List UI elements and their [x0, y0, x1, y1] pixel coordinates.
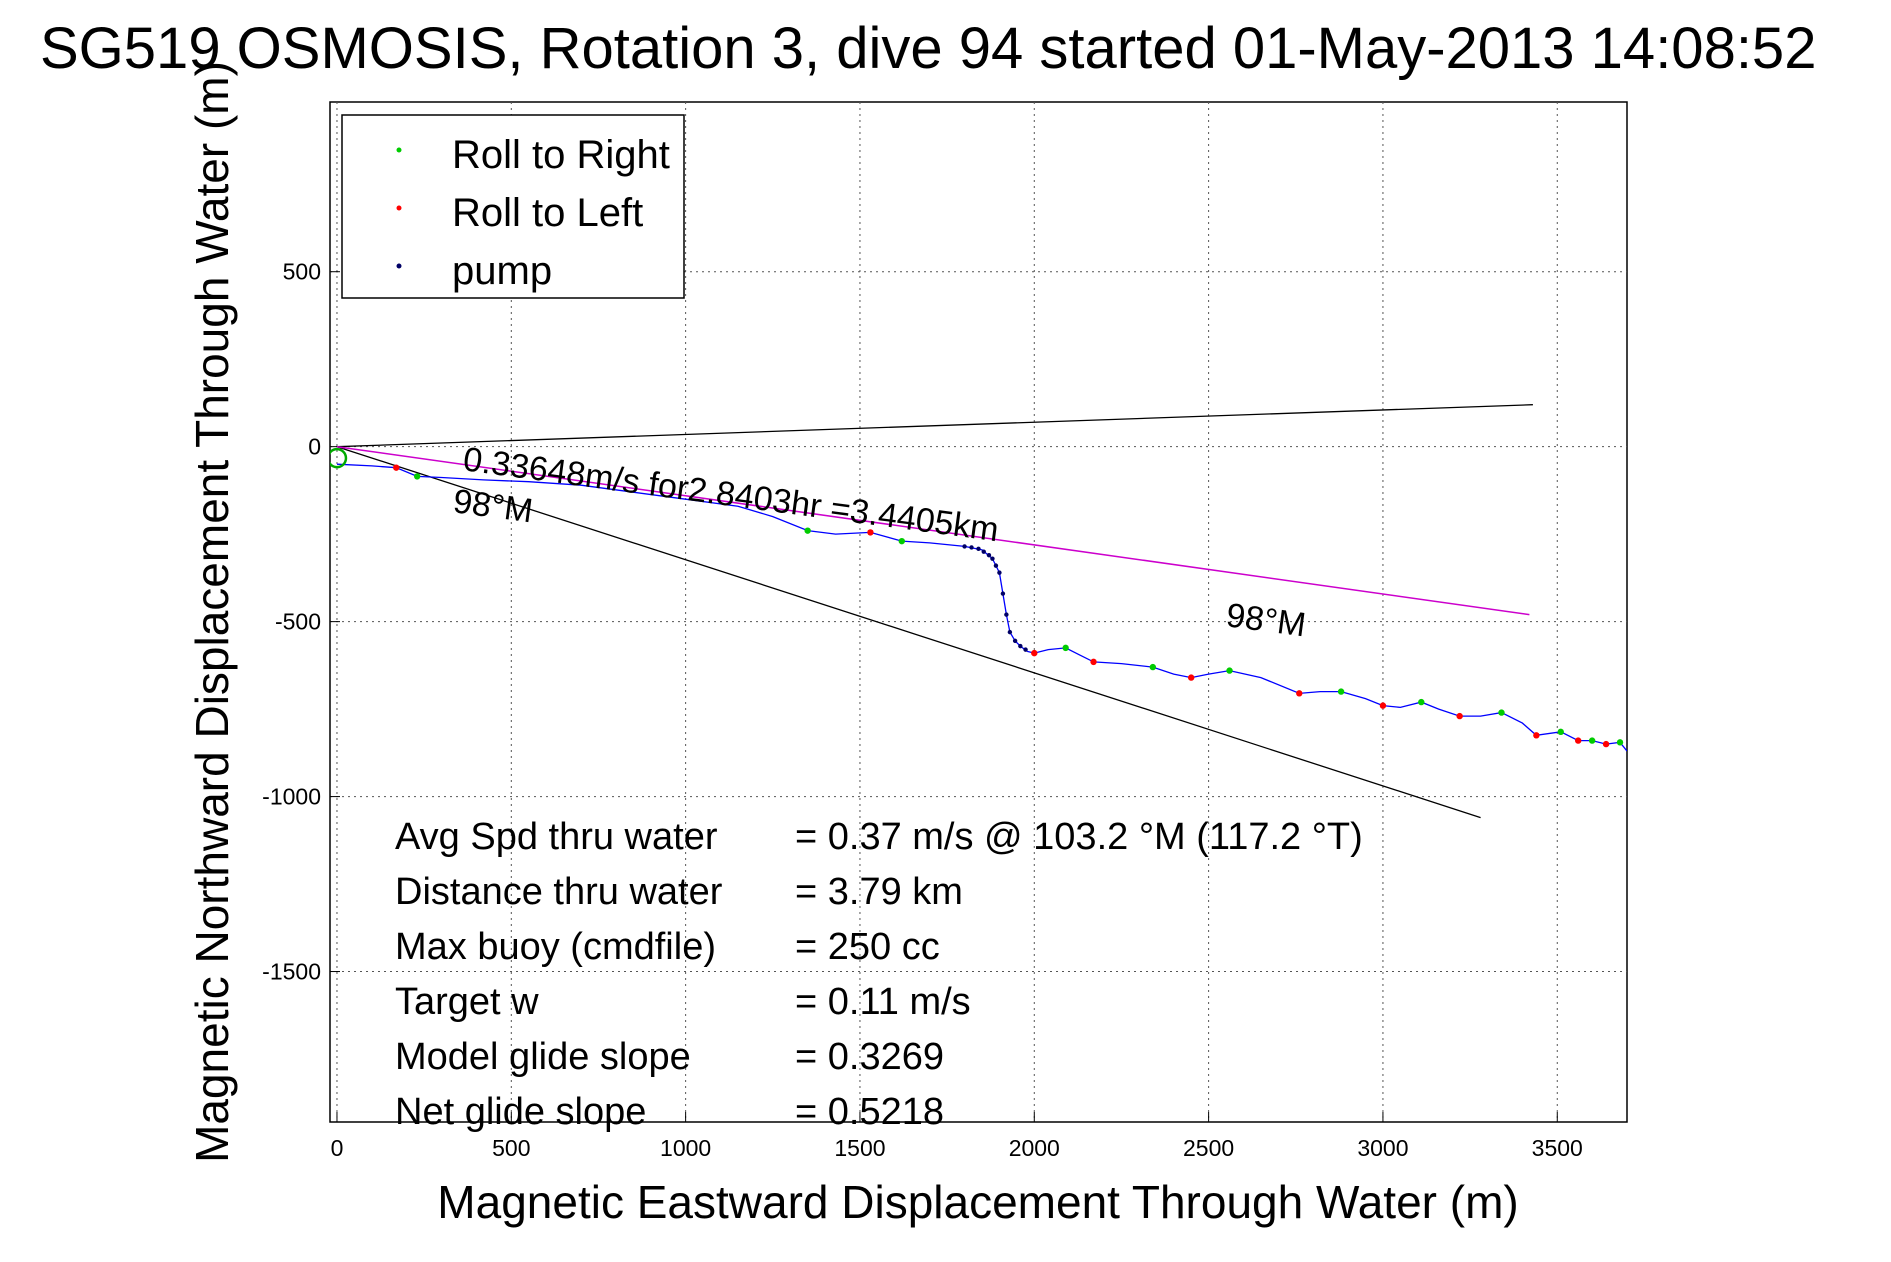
stat-label-target-w: Target w: [395, 981, 539, 1023]
stat-label-distance: Distance thru water: [395, 871, 723, 913]
roll-right-point-8: [1498, 709, 1505, 716]
y-tick-labels: 500 0 -500 -1000 -1500: [262, 259, 321, 985]
pump-point-11: [1012, 638, 1018, 644]
roll-right-point-7: [1418, 698, 1425, 706]
legend: Roll to Right Roll to Left pump: [341, 114, 685, 299]
y-tick-label-3: -1000: [262, 784, 321, 810]
x-tick-label-4: 2000: [1009, 1135, 1060, 1161]
roll-right-point-4: [1149, 663, 1157, 671]
pump-point-0: [962, 544, 967, 549]
legend-marker-roll-right: [396, 147, 402, 153]
x-tick-label-1: 500: [492, 1135, 530, 1161]
y-tick-label-0: 500: [283, 259, 321, 285]
stat-label-max-buoy: Max buoy (cmdfile): [395, 926, 716, 968]
roll-right-point-10: [1588, 737, 1596, 744]
pump-point-12: [1018, 643, 1023, 649]
roll-left-point-10: [1602, 740, 1610, 748]
stat-value-avg-speed: = 0.37 m/s @ 103.2 °M (117.2 °T): [795, 816, 1363, 858]
pump-point-6: [993, 563, 999, 568]
average-course-line-path: [336, 445, 1530, 616]
roll-left-point-0: [393, 464, 400, 471]
legend-label-roll-right: Roll to Right: [452, 133, 670, 177]
pump-point-8: [1000, 591, 1006, 596]
stat-value-model-glide: = 0.3269: [795, 1036, 944, 1078]
roll-left-point-7: [1456, 712, 1463, 720]
roll-left-point-5: [1296, 690, 1303, 697]
roll-left-point-8: [1533, 732, 1540, 739]
pump-point-3: [981, 549, 986, 554]
roll-right-point-5: [1226, 667, 1233, 674]
reference-line-0: [336, 404, 1533, 448]
stat-label-net-glide: Net glide slope: [395, 1091, 646, 1133]
y-tick-label-2: -500: [275, 609, 321, 635]
track-line: [336, 463, 1627, 752]
reference-lines: [336, 404, 1533, 819]
stat-value-distance: = 3.79 km: [795, 871, 963, 913]
average-course-line: [336, 445, 1530, 616]
stat-value-max-buoy: = 250 cc: [795, 926, 940, 968]
x-tick-label-5: 2500: [1183, 1135, 1234, 1161]
y-tick-label-4: -1500: [262, 959, 321, 985]
stat-label-avg-speed: Avg Spd thru water: [395, 816, 718, 858]
pump-point-9: [1004, 612, 1009, 617]
roll-left-point-3: [1090, 658, 1097, 666]
x-tick-label-7: 3500: [1532, 1135, 1583, 1161]
roll-right-point-9: [1557, 728, 1564, 736]
roll-left-point-6: [1379, 702, 1387, 709]
roll-right-point-3: [1062, 644, 1069, 652]
x-tick-label-0: 0: [331, 1135, 344, 1161]
legend-marker-pump: [396, 263, 402, 269]
x-tick-label-6: 3000: [1357, 1135, 1408, 1161]
roll-left-point-9: [1574, 737, 1582, 744]
x-tick-label-2: 1000: [660, 1135, 711, 1161]
pump-point-7: [997, 570, 1002, 575]
stat-value-target-w: = 0.11 m/s: [795, 981, 971, 1023]
track-line-path: [336, 463, 1627, 752]
legend-label-pump: pump: [452, 249, 552, 293]
x-tick-label-3: 1500: [834, 1135, 885, 1161]
grid-lines: [330, 102, 1627, 1122]
roll-right-point-1: [804, 527, 811, 534]
track-markers: [330, 447, 1624, 748]
legend-label-roll-left: Roll to Left: [452, 191, 643, 235]
pump-point-4: [986, 552, 992, 558]
stat-value-net-glide: = 0.5218: [795, 1091, 944, 1133]
x-axis-label: Magnetic Eastward Displacement Through W…: [437, 1176, 1518, 1228]
legend-marker-roll-left: [396, 205, 402, 211]
pump-point-10: [1007, 629, 1013, 635]
stat-label-model-glide: Model glide slope: [395, 1036, 691, 1078]
y-axis-label: Magnetic Northward Displacement Through …: [186, 61, 238, 1163]
start-marker: [330, 447, 348, 469]
pump-point-5: [990, 556, 995, 561]
roll-right-point-2: [898, 537, 905, 545]
roll-right-point-0: [413, 473, 421, 480]
pump-point-1: [969, 545, 974, 550]
roll-right-point-11: [1616, 739, 1624, 746]
x-tick-labels: 0 500 1000 1500 2000 2500 3000 3500: [331, 1135, 1583, 1161]
stats-block: Avg Spd thru water = 0.37 m/s @ 103.2 °M…: [395, 816, 1363, 1133]
pump-point-2: [976, 546, 981, 552]
y-tick-label-1: 0: [308, 434, 321, 460]
roll-left-point-4: [1187, 674, 1195, 681]
roll-right-point-6: [1337, 688, 1345, 695]
roll-left-point-1: [867, 529, 874, 536]
roll-left-point-2: [1031, 649, 1038, 657]
pump-point-13: [1023, 647, 1028, 652]
reference-line-1: [336, 446, 1481, 819]
chart-title: SG519 OSMOSIS, Rotation 3, dive 94 start…: [40, 16, 1816, 81]
